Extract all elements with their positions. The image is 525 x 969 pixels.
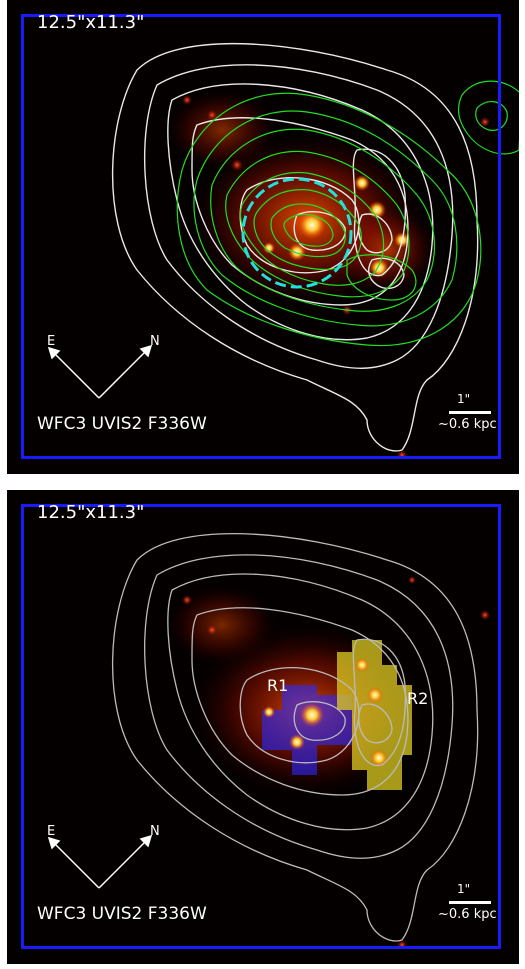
galaxy-glow-arm — [167, 585, 277, 665]
scale-bar — [449, 411, 491, 414]
white-contours — [111, 42, 479, 452]
image-panel-bottom: 12.5"x11.3" R1 R2 WFC3 UVIS2 F336W E N 1… — [7, 490, 519, 964]
region-r2-label: R2 — [407, 689, 429, 708]
scale-bar-physical: ~0.6 kpc — [438, 907, 497, 922]
compass-north-label: N — [150, 824, 160, 839]
star-clusters — [182, 576, 490, 950]
region-r1-mask — [262, 685, 352, 775]
compass-east-label: E — [47, 824, 56, 839]
compass-north-label: N — [150, 334, 160, 349]
compass-arrows — [47, 834, 153, 889]
cyan-dashed-circle — [241, 177, 353, 289]
galaxy-glow-east — [337, 205, 437, 295]
field-of-view-label: 12.5"x11.3" — [37, 502, 145, 523]
scale-bar-physical: ~0.6 kpc — [438, 417, 497, 432]
panel-top-image — [47, 42, 519, 460]
panel-bottom-image — [47, 532, 490, 950]
image-panel-top: 12.5"x11.3" WFC3 UVIS2 F336W E N 1" ~0.6… — [7, 0, 519, 474]
instrument-filter-label: WFC3 UVIS2 F336W — [37, 414, 207, 434]
green-contours — [176, 80, 519, 347]
scale-bar-label: 1" — [457, 882, 471, 896]
scale-bar — [449, 901, 491, 904]
white-contours — [111, 532, 479, 942]
scale-bar-label: 1" — [457, 392, 471, 406]
instrument-filter-label: WFC3 UVIS2 F336W — [37, 904, 207, 924]
region-r1-label: R1 — [267, 676, 289, 695]
compass-arrows — [47, 344, 153, 399]
compass-east-label: E — [47, 334, 56, 349]
galaxy-glow-arm — [167, 90, 277, 170]
field-of-view-label: 12.5"x11.3" — [37, 12, 145, 33]
